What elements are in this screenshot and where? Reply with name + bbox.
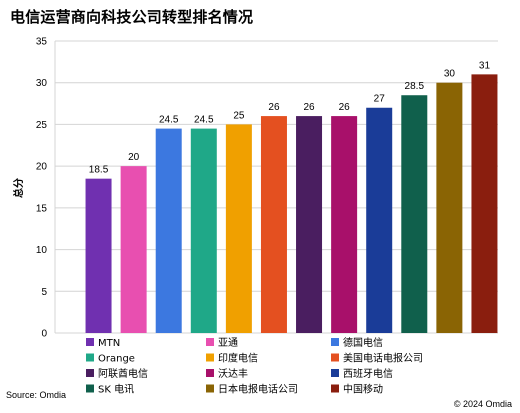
y-axis-label: 总分 <box>12 178 25 198</box>
legend-swatch <box>86 338 94 346</box>
y-tick-label: 5 <box>41 287 47 298</box>
data-label: 26 <box>303 102 315 113</box>
data-label: 18.5 <box>89 165 109 176</box>
legend-label: 沃达丰 <box>218 367 248 380</box>
bar <box>225 124 252 333</box>
bar <box>120 166 147 333</box>
legend-label: 德国电信 <box>343 336 383 349</box>
data-label: 31 <box>479 60 491 71</box>
legend-label: Orange <box>98 354 135 365</box>
bar <box>190 128 217 333</box>
legend-label: SK 电讯 <box>98 383 134 396</box>
legend-swatch <box>331 384 339 393</box>
bars <box>85 74 498 333</box>
legend-swatch <box>206 353 214 362</box>
legend-swatch <box>86 384 94 393</box>
legend-swatch <box>331 353 339 362</box>
data-label: 26 <box>339 102 351 113</box>
bar <box>401 95 428 333</box>
legend-swatch <box>86 369 94 377</box>
legend-swatch <box>206 338 214 346</box>
data-label: 24.5 <box>159 115 179 126</box>
y-tick-label: 15 <box>36 203 48 214</box>
y-tick-label: 25 <box>36 120 48 131</box>
legend-label: 阿联酋电信 <box>98 367 148 380</box>
legend-label: 印度电信 <box>218 352 258 365</box>
copyright-note: © 2024 Omdia <box>453 399 512 409</box>
data-label: 28.5 <box>405 81 425 92</box>
legend-swatch <box>206 384 214 393</box>
data-label: 20 <box>128 152 140 163</box>
y-tick-label: 20 <box>36 162 48 173</box>
bar <box>366 107 393 333</box>
legend-label: MTN <box>98 338 120 349</box>
bar <box>85 178 112 333</box>
data-label: 26 <box>268 102 280 113</box>
bar <box>331 116 358 333</box>
bar <box>436 82 463 333</box>
data-label: 27 <box>374 94 386 105</box>
data-label: 24.5 <box>194 115 214 126</box>
legend-label: 中国移动 <box>343 383 383 396</box>
y-tick-label: 35 <box>36 37 48 48</box>
legend-swatch <box>331 338 339 346</box>
source-note: Source: Omdia <box>6 390 67 400</box>
bar <box>155 128 182 333</box>
legend-swatch <box>86 353 94 362</box>
data-labels: 18.5 20 24.5 24.5 25 26 26 26 27 28.5 30 31 <box>89 60 491 175</box>
y-tick-label: 0 <box>41 329 47 340</box>
legend-swatch <box>206 369 214 377</box>
y-tick-label: 10 <box>36 245 48 256</box>
legend-label: 日本电报电话公司 <box>218 383 298 396</box>
legend-label: 西班牙电信 <box>343 367 393 380</box>
bar <box>471 74 498 333</box>
bar <box>260 116 287 333</box>
data-label: 30 <box>444 69 456 80</box>
chart-title: 电信运营商向科技公司转型排名情况 <box>10 8 254 26</box>
legend-swatch <box>331 369 339 377</box>
data-label: 25 <box>233 110 245 121</box>
legend-label: 亚通 <box>218 337 238 349</box>
bar <box>296 116 323 333</box>
legend-label: 美国电话电报公司 <box>343 352 423 365</box>
y-tick-label: 30 <box>36 78 48 89</box>
y-axis-ticks: 0 5 10 15 20 25 30 35 <box>36 37 48 340</box>
